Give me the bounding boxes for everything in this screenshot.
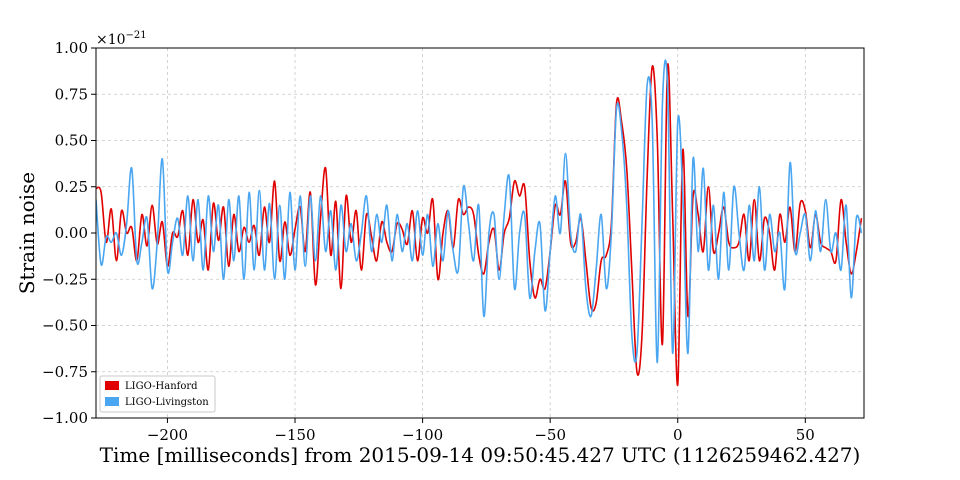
x-tick-label: −100 [402, 426, 443, 444]
x-axis-label: Time [milliseconds] from 2015-09-14 09:5… [100, 443, 861, 467]
y-tick-label: 0.00 [55, 224, 88, 242]
series-group [96, 59, 863, 386]
x-axis: −200 −150 −100 −50 0 50 [147, 418, 815, 444]
legend-swatch-hanford [105, 381, 119, 390]
legend-label-livingston: LIGO-Livingston [125, 397, 209, 408]
legend-label-hanford: LIGO-Hanford [125, 381, 198, 392]
y-tick-label: 0.75 [55, 85, 88, 103]
x-tick-label: −200 [147, 426, 188, 444]
y-tick-label: 0.50 [55, 132, 88, 150]
series-line-ligo-livingston [96, 59, 863, 364]
x-tick-label: 0 [673, 426, 683, 444]
x-tick-label: −150 [274, 426, 315, 444]
legend-swatch-livingston [105, 397, 119, 406]
y-tick-label: −1.00 [42, 409, 88, 427]
y-tick-label: −0.50 [42, 317, 88, 335]
x-tick-label: 50 [796, 426, 815, 444]
y-tick-label: −0.75 [42, 363, 88, 381]
y-axis: −1.00 −0.75 −0.50 −0.25 0.00 0.25 0.50 0.75 1.00 [42, 39, 96, 427]
y-tick-label: 0.25 [55, 178, 88, 196]
y-axis-label: Strain noise [15, 172, 39, 294]
x-tick-label: −50 [534, 426, 566, 444]
y-tick-label: 1.00 [55, 39, 88, 57]
legend-box [99, 375, 216, 413]
legend: LIGO-Hanford LIGO-Livingston [99, 375, 216, 413]
y-tick-label: −0.25 [42, 270, 88, 288]
y-offset-label: ×10−21 [96, 30, 147, 48]
